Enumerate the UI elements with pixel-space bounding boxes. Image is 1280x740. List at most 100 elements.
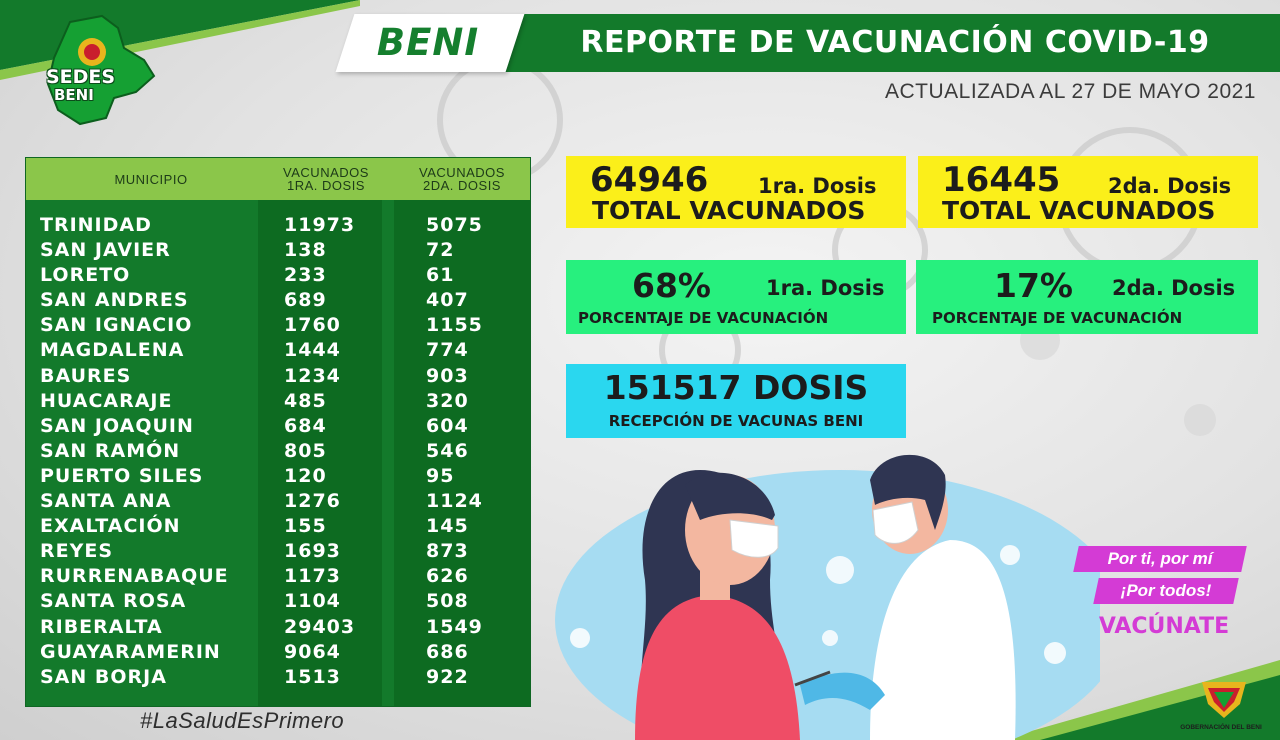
total-second-dose-number: 16445 [942,160,1061,200]
table-header: MUNICIPIO VACUNADOS 1RA. DOSIS VACUNADOS… [26,158,530,200]
slogan-cta: VACÚNATE [1098,614,1230,639]
header-dose2-line2: 2DA. DOSIS [423,178,501,193]
update-date: ACTUALIZADA AL 27 DE MAYO 2021 [885,80,1256,103]
percent-second-dose-label: 2da. Dosis [1112,276,1236,300]
header-dose1-line2: 1RA. DOSIS [287,178,365,193]
cell-dose1: 1513 [284,665,341,688]
total-second-dose-box: 16445 2da. Dosis TOTAL VACUNADOS [918,156,1258,228]
table-row: EXALTACIÓN 155 145 [26,514,530,539]
cell-dose1: 233 [284,264,327,287]
cell-municipio: MAGDALENA [40,339,185,362]
cell-municipio: RIBERALTA [40,615,163,638]
cell-municipio: RURRENABAQUE [40,565,229,588]
doses-received-box: 151517 DOSIS RECEPCIÓN DE VACUNAS BENI [566,364,906,438]
percent-first-dose-number: 68% [632,266,711,305]
doses-received-caption: RECEPCIÓN DE VACUNAS BENI [608,412,864,430]
cell-dose1: 1276 [284,490,341,513]
table-row: SAN JAVIER 138 72 [26,238,530,263]
cell-dose1: 29403 [284,615,356,638]
cell-dose2: 72 [426,239,455,262]
cell-municipio: SAN RAMÓN [40,439,181,462]
table-row: REYES 1693 873 [26,539,530,564]
cell-dose2: 604 [426,414,469,437]
cell-municipio: GUAYARAMERIN [40,640,221,663]
table-row: RURRENABAQUE 1173 626 [26,564,530,589]
header-dose2-line1: VACUNADOS [419,165,505,180]
cell-dose2: 686 [426,640,469,663]
beni-map-icon [46,14,156,126]
logo-text-beni: BENI [54,86,94,104]
percent-second-dose-caption: PORCENTAJE DE VACUNACIÓN [932,309,1183,327]
cell-municipio: EXALTACIÓN [40,515,181,538]
total-first-dose-label: 1ra. Dosis [758,174,877,198]
column-dose2-band [394,200,530,706]
cell-dose2: 1155 [426,314,483,337]
cell-dose2: 95 [426,464,455,487]
header-region: BENI [376,21,480,64]
cell-dose1: 1234 [284,364,341,387]
table-row: PUERTO SILES 120 95 [26,464,530,489]
table-row: BAURES 1234 903 [26,364,530,389]
table-row: LORETO 233 61 [26,263,530,288]
doses-received-number: 151517 DOSIS [603,368,869,407]
header-municipio-label: MUNICIPIO [114,171,188,187]
cell-municipio: SAN BORJA [40,665,167,688]
slogan-line2: ¡Por todos! [1120,581,1212,600]
cell-dose2: 407 [426,289,469,312]
table-row: RIBERALTA 29403 1549 [26,615,530,640]
table-row: SAN RAMÓN 805 546 [26,439,530,464]
sedes-beni-logo: SEDES BENI [40,14,160,130]
cell-dose1: 684 [284,414,327,437]
table-body: TRINIDAD 11973 5075 SAN JAVIER 138 72 LORETO 23… [26,213,530,690]
cell-dose2: 145 [426,515,469,538]
cell-dose2: 1124 [426,490,483,513]
cell-dose1: 805 [284,439,327,462]
cell-dose1: 485 [284,389,327,412]
logo-text-sedes: SEDES [46,66,116,88]
cell-municipio: PUERTO SILES [40,464,204,487]
cell-dose2: 1549 [426,615,483,638]
table-row: HUACARAJE 485 320 [26,389,530,414]
percent-first-dose-box: 68% 1ra. Dosis PORCENTAJE DE VACUNACIÓN [566,260,906,334]
cell-municipio: LORETO [40,264,131,287]
cell-dose1: 120 [284,464,327,487]
cell-dose2: 508 [426,590,469,613]
vaccination-table: MUNICIPIO VACUNADOS 1RA. DOSIS VACUNADOS… [26,158,530,706]
cell-dose2: 61 [426,264,455,287]
cell-municipio: SAN ANDRES [40,289,189,312]
table-row: MAGDALENA 1444 774 [26,338,530,363]
total-second-dose-label: 2da. Dosis [1108,174,1232,198]
header-dose1: VACUNADOS 1RA. DOSIS [256,158,396,200]
cell-dose2: 546 [426,439,469,462]
cell-dose1: 155 [284,515,327,538]
cell-dose1: 689 [284,289,327,312]
cell-dose1: 138 [284,239,327,262]
cell-dose2: 5075 [426,214,483,236]
cell-municipio: REYES [40,540,114,563]
gobernacion-logo-icon [1202,682,1246,718]
header-municipio: MUNICIPIO [26,158,276,200]
cell-dose2: 320 [426,389,469,412]
cell-municipio: TRINIDAD [40,214,152,236]
cell-municipio: SAN JOAQUIN [40,414,194,437]
cell-municipio: SANTA ANA [40,490,172,513]
table-row: SAN JOAQUIN 684 604 [26,414,530,439]
table-row: SAN BORJA 1513 922 [26,665,530,690]
table-row: SAN IGNACIO 1760 1155 [26,313,530,338]
cell-dose2: 774 [426,339,469,362]
cell-dose1: 1760 [284,314,341,337]
cell-dose1: 11973 [284,214,356,236]
percent-first-dose-caption: PORCENTAJE DE VACUNACIÓN [578,309,829,327]
cell-municipio: SAN JAVIER [40,239,171,262]
table-row: SANTA ROSA 1104 508 [26,589,530,614]
cell-municipio: SAN IGNACIO [40,314,193,337]
cell-dose2: 873 [426,540,469,563]
vaccination-illustration [555,454,1100,740]
cell-dose1: 1104 [284,590,341,613]
cell-dose1: 1173 [284,565,341,588]
hashtag: #LaSaludEsPrimero [140,708,345,733]
header-dose2: VACUNADOS 2DA. DOSIS [394,158,530,200]
cell-dose1: 9064 [284,640,341,663]
total-first-dose-number: 64946 [590,160,709,200]
cell-dose2: 626 [426,565,469,588]
